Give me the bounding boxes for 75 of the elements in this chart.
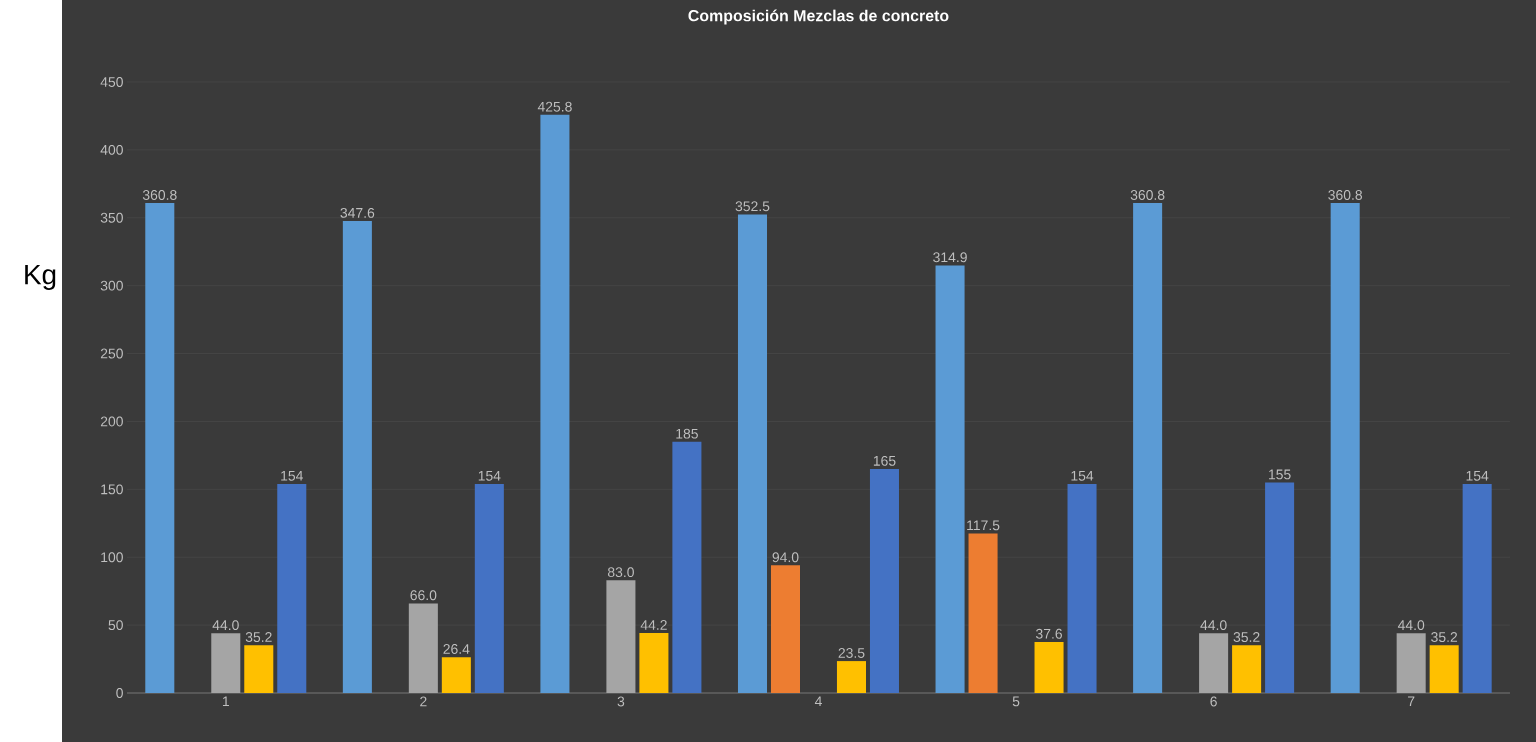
bar <box>342 221 372 693</box>
bar <box>145 203 175 693</box>
x-tick-label: 3 <box>617 696 625 707</box>
bar <box>244 645 274 693</box>
bar <box>639 632 669 693</box>
data-label: 360.8 <box>142 190 177 200</box>
bar <box>1232 645 1262 693</box>
bar <box>1133 203 1163 693</box>
data-label: 35.2 <box>1431 632 1458 643</box>
y-axis-title: Kg <box>25 265 56 290</box>
bar <box>474 483 504 693</box>
bar <box>408 603 438 693</box>
data-label: 26.4 <box>443 644 470 654</box>
bar <box>1330 203 1360 693</box>
y-tick-label: 100 <box>101 552 123 563</box>
y-tick-label: 400 <box>100 144 123 155</box>
data-label: 66.0 <box>410 590 437 601</box>
data-label: 44.0 <box>1397 620 1425 631</box>
bar <box>935 265 965 693</box>
data-label: 165 <box>873 455 896 466</box>
x-tick-label: 2 <box>420 696 427 707</box>
data-label: 35.2 <box>245 632 272 643</box>
y-tick-label: 350 <box>100 212 123 223</box>
data-label: 360.8 <box>1328 190 1363 200</box>
data-label: 185 <box>676 428 698 439</box>
data-label: 83.0 <box>607 567 634 578</box>
data-label: 347.6 <box>340 207 375 218</box>
bar <box>968 533 998 693</box>
bar <box>540 114 570 693</box>
y-tick-label: 450 <box>100 77 123 87</box>
x-tick-label: 5 <box>1012 696 1020 707</box>
data-label: 154 <box>281 470 303 481</box>
bar <box>836 661 866 693</box>
data-label: 44.2 <box>640 620 667 630</box>
bar <box>1462 483 1492 693</box>
data-label: 44.0 <box>1200 620 1227 631</box>
data-label: 117.5 <box>967 520 1000 531</box>
data-label: 352.5 <box>735 201 770 212</box>
data-label: 154 <box>478 470 501 481</box>
bar <box>672 441 702 693</box>
x-tick-label: 7 <box>1408 696 1415 707</box>
data-label: 154 <box>1466 470 1489 481</box>
bar <box>737 214 768 693</box>
y-tick-label: 150 <box>101 484 123 495</box>
y-tick-label: 200 <box>100 416 123 427</box>
data-label: 35.2 <box>1233 632 1260 643</box>
data-label: 155 <box>1269 469 1291 480</box>
bar <box>1265 482 1295 693</box>
bar <box>606 580 636 693</box>
bar <box>869 468 899 693</box>
data-label: 154 <box>1071 470 1094 481</box>
bar <box>1067 483 1097 693</box>
bar <box>1034 641 1064 693</box>
chart-title: Composición Mezclas de concreto <box>688 9 949 25</box>
bar <box>1396 633 1426 693</box>
data-label: 314.9 <box>933 252 967 263</box>
y-tick-label: 0 <box>116 688 123 698</box>
bar <box>211 633 241 693</box>
x-tick-label: 6 <box>1210 696 1217 707</box>
bar <box>441 657 471 693</box>
y-tick-label: 250 <box>100 348 123 359</box>
data-label: 37.6 <box>1035 628 1062 639</box>
bar <box>1199 633 1229 693</box>
bar <box>277 483 307 693</box>
y-tick-label: 300 <box>100 280 123 291</box>
data-label: 425.8 <box>537 101 572 112</box>
bar <box>1429 645 1459 693</box>
bar <box>770 565 800 693</box>
x-tick-label: 4 <box>814 696 822 707</box>
data-label: 360.8 <box>1130 190 1165 200</box>
x-tick-label: 1 <box>222 696 229 707</box>
data-label: 94.0 <box>772 552 799 563</box>
data-label: 23.5 <box>838 648 865 658</box>
y-tick-label: 50 <box>108 620 123 631</box>
data-label: 44.0 <box>212 620 239 631</box>
